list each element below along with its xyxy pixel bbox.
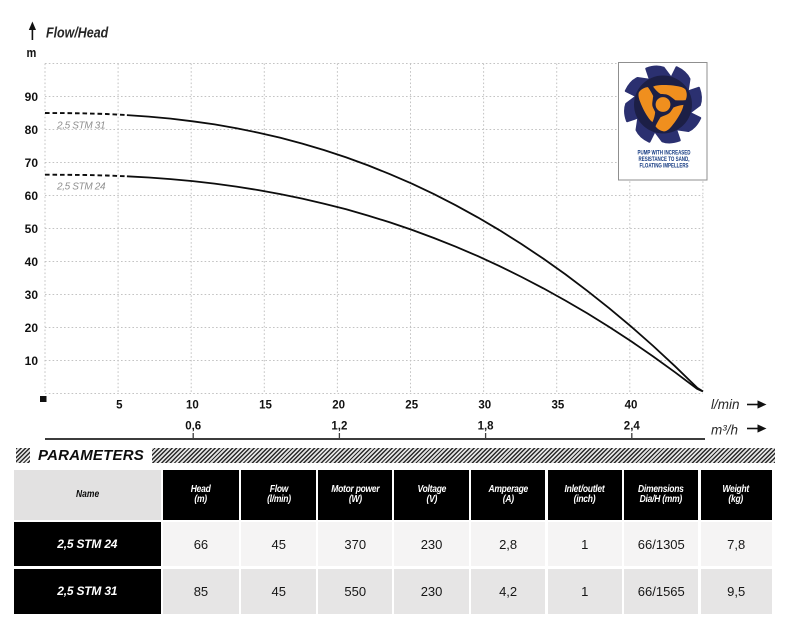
svg-text:1,8: 1,8 bbox=[478, 421, 495, 433]
svg-text:0,6: 0,6 bbox=[185, 421, 201, 433]
svg-text:2,4: 2,4 bbox=[624, 421, 641, 433]
svg-text:PUMP WITH INCREASED: PUMP WITH INCREASED bbox=[638, 150, 691, 157]
svg-text:80: 80 bbox=[25, 123, 39, 137]
svg-text:5: 5 bbox=[116, 400, 123, 412]
svg-text:1,2: 1,2 bbox=[331, 421, 347, 433]
svg-text:50: 50 bbox=[25, 222, 39, 236]
svg-text:60: 60 bbox=[25, 189, 39, 203]
svg-text:m³/h: m³/h bbox=[711, 423, 738, 438]
svg-text:10: 10 bbox=[25, 354, 39, 368]
svg-text:70: 70 bbox=[25, 156, 39, 170]
svg-text:l/min: l/min bbox=[711, 397, 740, 412]
svg-text:2,5 STM 24: 2,5 STM 24 bbox=[56, 182, 106, 193]
svg-text:m: m bbox=[27, 45, 37, 60]
svg-text:2,5 STM 31: 2,5 STM 31 bbox=[56, 121, 105, 132]
svg-text:25: 25 bbox=[405, 400, 418, 412]
svg-text:15: 15 bbox=[259, 400, 272, 412]
svg-text:20: 20 bbox=[332, 400, 345, 412]
svg-text:40: 40 bbox=[25, 255, 39, 269]
svg-text:RESISTANCE TO SAND,: RESISTANCE TO SAND, bbox=[639, 156, 690, 163]
svg-text:Flow/Head: Flow/Head bbox=[46, 23, 109, 40]
svg-text:30: 30 bbox=[478, 400, 491, 412]
svg-text:20: 20 bbox=[25, 321, 39, 335]
svg-text:FLOATING IMPELLERS: FLOATING IMPELLERS bbox=[640, 163, 689, 170]
svg-text:35: 35 bbox=[552, 400, 565, 412]
svg-text:90: 90 bbox=[25, 90, 39, 104]
svg-text:10: 10 bbox=[186, 400, 199, 412]
svg-text:30: 30 bbox=[25, 288, 39, 302]
svg-text:40: 40 bbox=[625, 400, 638, 412]
